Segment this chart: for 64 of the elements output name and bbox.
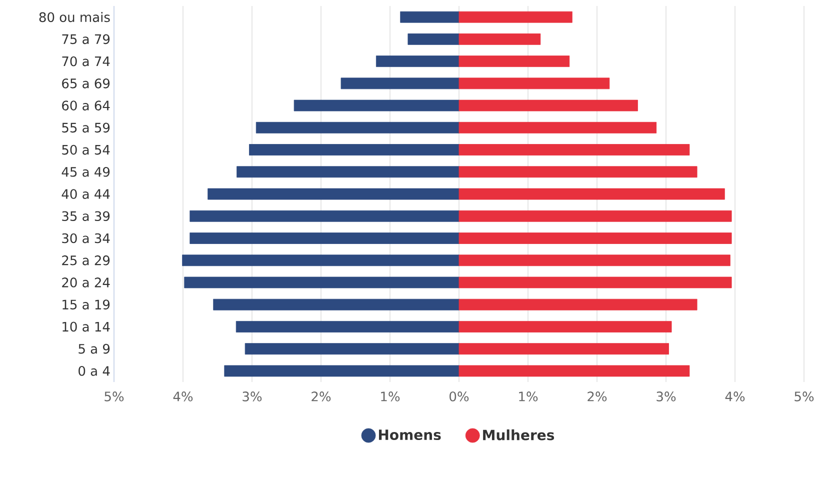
bar xyxy=(458,144,690,156)
bar xyxy=(458,78,610,90)
bar xyxy=(376,56,460,67)
y-tick-label: 30 a 34 xyxy=(62,233,110,244)
bar xyxy=(249,144,460,156)
bar xyxy=(458,343,669,355)
x-tick-label: 3% xyxy=(242,392,262,402)
y-tick-label: 0 a 4 xyxy=(78,366,110,376)
bar xyxy=(400,11,460,23)
y-tick-label: 5 a 9 xyxy=(78,344,110,354)
bar xyxy=(213,298,460,310)
bar xyxy=(458,33,541,45)
bar xyxy=(208,188,460,200)
y-tick-label: 70 a 74 xyxy=(62,56,110,66)
x-tick-label: 2% xyxy=(588,392,607,402)
x-tick-label: 5% xyxy=(104,392,124,402)
bar xyxy=(458,210,732,222)
y-tick-label: 75 a 79 xyxy=(62,34,110,44)
bar xyxy=(458,100,638,112)
bar xyxy=(458,56,570,67)
x-tick-label: 0% xyxy=(450,392,469,402)
bar xyxy=(236,166,460,178)
x-tick-label: 1% xyxy=(519,392,538,402)
bar xyxy=(340,78,460,90)
x-tick-label: 4% xyxy=(173,392,193,402)
y-tick-label: 65 a 69 xyxy=(62,78,110,88)
bar xyxy=(458,166,698,178)
y-tick-label: 80 ou mais xyxy=(39,12,110,22)
bar xyxy=(256,122,460,134)
x-tick-label: 3% xyxy=(656,392,676,402)
bar xyxy=(458,321,672,332)
y-tick-label: 35 a 39 xyxy=(62,211,110,222)
bar xyxy=(458,232,732,244)
bar xyxy=(182,254,460,266)
y-tick-label: 60 a 64 xyxy=(62,100,110,110)
x-tick-label: 4% xyxy=(725,392,745,402)
x-tick-label: 1% xyxy=(381,392,400,402)
bar xyxy=(458,298,698,310)
bar xyxy=(224,365,460,377)
bar xyxy=(190,210,460,222)
y-tick-label: 55 a 59 xyxy=(62,122,110,133)
y-tick-label: 25 a 29 xyxy=(62,255,110,266)
bar xyxy=(294,100,460,112)
bar xyxy=(458,122,657,134)
bar xyxy=(458,365,690,377)
bar xyxy=(184,276,460,288)
bar xyxy=(244,343,460,355)
y-tick-label: 15 a 19 xyxy=(62,300,110,310)
x-tick-label: 5% xyxy=(794,392,814,402)
bar xyxy=(458,276,732,288)
y-tick-label: 10 a 14 xyxy=(62,322,110,332)
bar xyxy=(190,232,460,244)
bar xyxy=(236,321,460,332)
y-tick-label: 50 a 54 xyxy=(62,144,110,155)
legend-label: Mulheres xyxy=(483,429,554,440)
y-tick-label: 45 a 49 xyxy=(62,166,110,177)
bar xyxy=(458,188,725,200)
y-tick-label: 20 a 24 xyxy=(62,278,110,288)
bar xyxy=(458,11,572,23)
y-tick-label: 40 a 44 xyxy=(62,189,110,199)
x-tick-label: 2% xyxy=(312,392,331,402)
legend-label: Homens xyxy=(378,430,441,440)
bar xyxy=(458,254,730,266)
bar xyxy=(408,33,460,45)
